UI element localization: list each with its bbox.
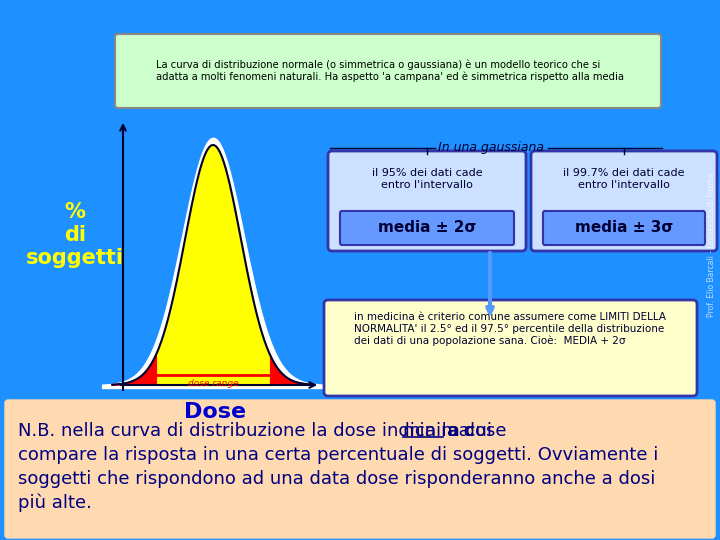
FancyBboxPatch shape — [543, 211, 705, 245]
Text: N.B. nella curva di distribuzione la dose indica la dose: N.B. nella curva di distribuzione la dos… — [18, 422, 512, 440]
Text: In una gaussiana: In una gaussiana — [438, 141, 544, 154]
Text: Dose: Dose — [184, 402, 246, 422]
FancyBboxPatch shape — [531, 151, 717, 251]
Text: compare la risposta in una certa percentuale di soggetti. Ovviamente i: compare la risposta in una certa percent… — [18, 446, 658, 464]
Text: La curva di distribuzione normale (o simmetrica o gaussiana) è un modello teoric: La curva di distribuzione normale (o sim… — [156, 59, 624, 82]
Text: media ± 3σ: media ± 3σ — [575, 220, 673, 235]
FancyBboxPatch shape — [340, 211, 514, 245]
FancyBboxPatch shape — [328, 151, 526, 251]
Text: più alte.: più alte. — [18, 494, 92, 512]
Text: minima: minima — [402, 422, 470, 440]
FancyBboxPatch shape — [5, 400, 715, 538]
Text: dose range: dose range — [188, 379, 239, 388]
Text: %
di
soggetti: % di soggetti — [26, 202, 124, 268]
Text: in medicina è criterio comune assumere come LIMITI DELLA
NORMALITA' il 2.5° ed i: in medicina è criterio comune assumere c… — [354, 312, 666, 346]
FancyBboxPatch shape — [324, 300, 697, 396]
Text: il 95% dei dati cade
entro l'intervallo: il 95% dei dati cade entro l'intervallo — [372, 168, 482, 190]
Text: soggetti che rispondono ad una data dose risponderanno anche a dosi: soggetti che rispondono ad una data dose… — [18, 470, 655, 488]
Text: a cui: a cui — [444, 422, 492, 440]
Text: Prof. Elio Barcali - Università di Parma: Prof. Elio Barcali - Università di Parma — [708, 173, 716, 318]
Text: il 99.7% dei dati cade
entro l'intervallo: il 99.7% dei dati cade entro l'intervall… — [563, 168, 685, 190]
FancyBboxPatch shape — [115, 34, 661, 108]
Text: media ± 2σ: media ± 2σ — [378, 220, 476, 235]
